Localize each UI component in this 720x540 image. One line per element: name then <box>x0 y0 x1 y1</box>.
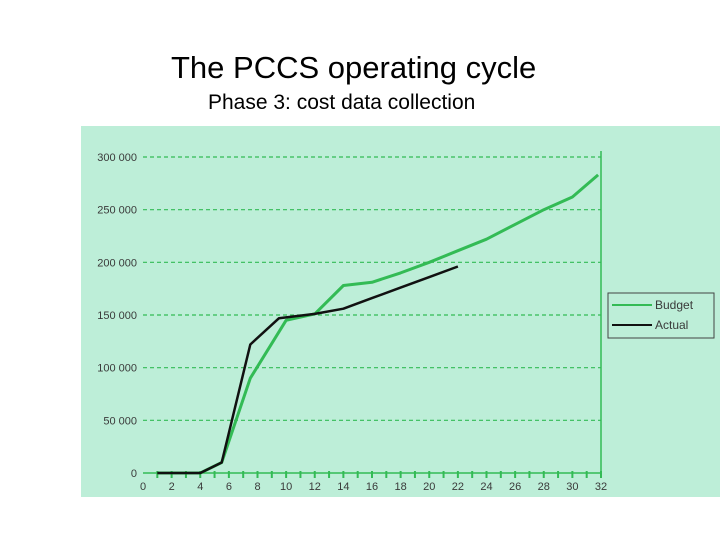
y-tick-label: 0 <box>131 468 137 480</box>
x-tick-label: 18 <box>395 481 407 493</box>
x-tick-label: 0 <box>140 481 146 493</box>
x-tick-label: 28 <box>538 481 550 493</box>
legend-box <box>607 292 715 339</box>
x-tick-label: 16 <box>366 481 378 493</box>
y-tick-label: 250 000 <box>97 205 137 217</box>
x-tick-label: 14 <box>337 481 349 493</box>
legend-label-actual: Actual <box>655 318 688 332</box>
x-tick-label: 12 <box>309 481 321 493</box>
axes-layer: 0 50 000 100 000 150 000 200 000 250 000 300 0… <box>97 151 607 493</box>
y-tick-label: 150 000 <box>97 310 137 322</box>
series-layer <box>157 173 600 475</box>
y-tick-label: 200 000 <box>97 257 137 269</box>
x-tick-label: 20 <box>423 481 435 493</box>
x-tick-label: 4 <box>197 481 203 493</box>
y-tick-label: 100 000 <box>97 363 137 375</box>
x-tick-label: 24 <box>480 481 492 493</box>
x-tick-label: 8 <box>254 481 260 493</box>
series-line-actual <box>157 265 459 475</box>
slide-title: The PCCS operating cycle <box>171 50 537 85</box>
legend: Budget Actual <box>607 292 715 339</box>
x-tick-label: 22 <box>452 481 464 493</box>
slide-subtitle: Phase 3: cost data collection <box>208 91 476 114</box>
cost-chart: 0 50 000 100 000 150 000 200 000 250 000 300 0… <box>81 126 720 497</box>
x-tick-label: 30 <box>566 481 578 493</box>
x-tick-label: 32 <box>595 481 607 493</box>
y-tick-label: 300 000 <box>97 152 137 164</box>
grid-layer <box>143 156 601 421</box>
x-tick-label: 2 <box>169 481 175 493</box>
x-tick-label: 6 <box>226 481 232 493</box>
y-tick-label: 50 000 <box>103 415 137 427</box>
x-tick-label: 26 <box>509 481 521 493</box>
legend-label-budget: Budget <box>655 298 694 312</box>
x-tick-label: 10 <box>280 481 292 493</box>
